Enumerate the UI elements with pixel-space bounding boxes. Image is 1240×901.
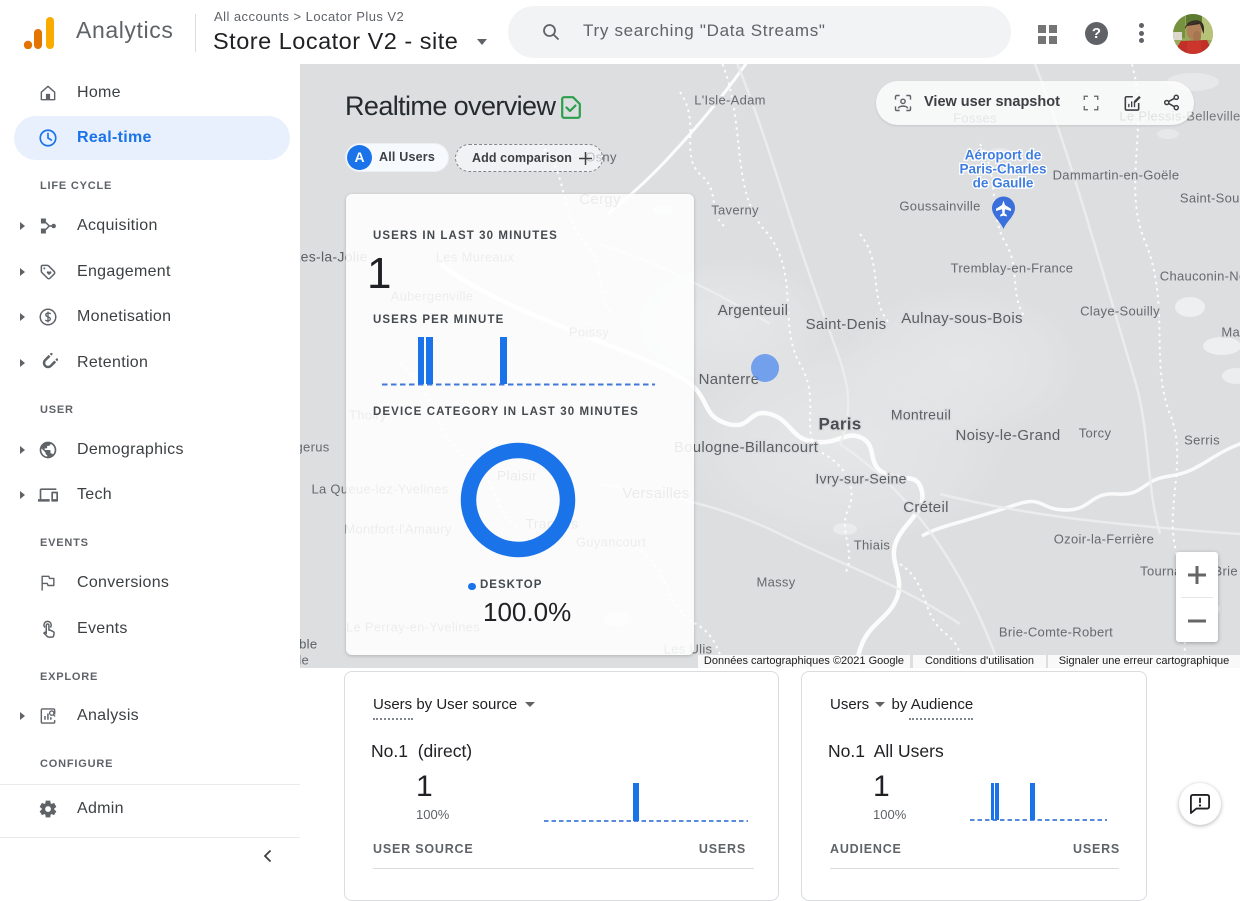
svg-text:Torcy: Torcy bbox=[1079, 425, 1112, 440]
svg-text:Nanterre: Nanterre bbox=[699, 371, 760, 388]
svg-text:Paris: Paris bbox=[818, 414, 861, 433]
svg-text:Tremblay-en-France: Tremblay-en-France bbox=[951, 260, 1074, 275]
svg-text:Brie-Comte-Robert: Brie-Comte-Robert bbox=[999, 624, 1113, 639]
svg-text:Gazelle: Gazelle bbox=[300, 652, 309, 667]
svg-text:Saint-Soupplets: Saint-Soupplets bbox=[1180, 190, 1240, 205]
svg-text:Noisy-le-Grand: Noisy-le-Grand bbox=[955, 427, 1060, 444]
svg-text:Paris-Charles: Paris-Charles bbox=[959, 162, 1046, 177]
svg-text:L'Isle-Adam: L'Isle-Adam bbox=[694, 92, 766, 107]
svg-text:Goussainville: Goussainville bbox=[899, 198, 980, 213]
svg-text:Aulnay-sous-Bois: Aulnay-sous-Bois bbox=[901, 310, 1023, 327]
svg-text:Ivry-sur-Seine: Ivry-sur-Seine bbox=[815, 471, 906, 487]
svg-text:Aéroport de: Aéroport de bbox=[965, 148, 1042, 163]
svg-text:Massy: Massy bbox=[756, 574, 795, 589]
svg-text:Taverny: Taverny bbox=[711, 202, 759, 217]
svg-text:Ozoir-la-Ferrière: Ozoir-la-Ferrière bbox=[1054, 531, 1154, 546]
svg-text:Chauconin-Neufmontiers: Chauconin-Neufmontiers bbox=[1160, 268, 1240, 283]
svg-text:Montreuil: Montreuil bbox=[891, 407, 951, 423]
svg-text:Créteil: Créteil bbox=[903, 499, 948, 516]
svg-text:Saint-Denis: Saint-Denis bbox=[806, 316, 887, 333]
svg-text:de Gaulle: de Gaulle bbox=[973, 176, 1034, 191]
svg-text:Dammartin-en-Goële: Dammartin-en-Goële bbox=[1053, 167, 1180, 182]
svg-text:Argenteuil: Argenteuil bbox=[718, 302, 789, 319]
svg-text:Boulogne-Billancourt: Boulogne-Billancourt bbox=[674, 439, 819, 456]
svg-text:Orgerus: Orgerus bbox=[300, 439, 330, 454]
svg-text:Claye-Souilly: Claye-Souilly bbox=[1080, 303, 1160, 318]
svg-text:Serris: Serris bbox=[1184, 432, 1220, 447]
svg-text:Thiais: Thiais bbox=[854, 537, 891, 552]
svg-text:Marne-la-Vallée: Marne-la-Vallée bbox=[1221, 324, 1240, 339]
svg-text:Sable: Sable bbox=[300, 636, 317, 651]
